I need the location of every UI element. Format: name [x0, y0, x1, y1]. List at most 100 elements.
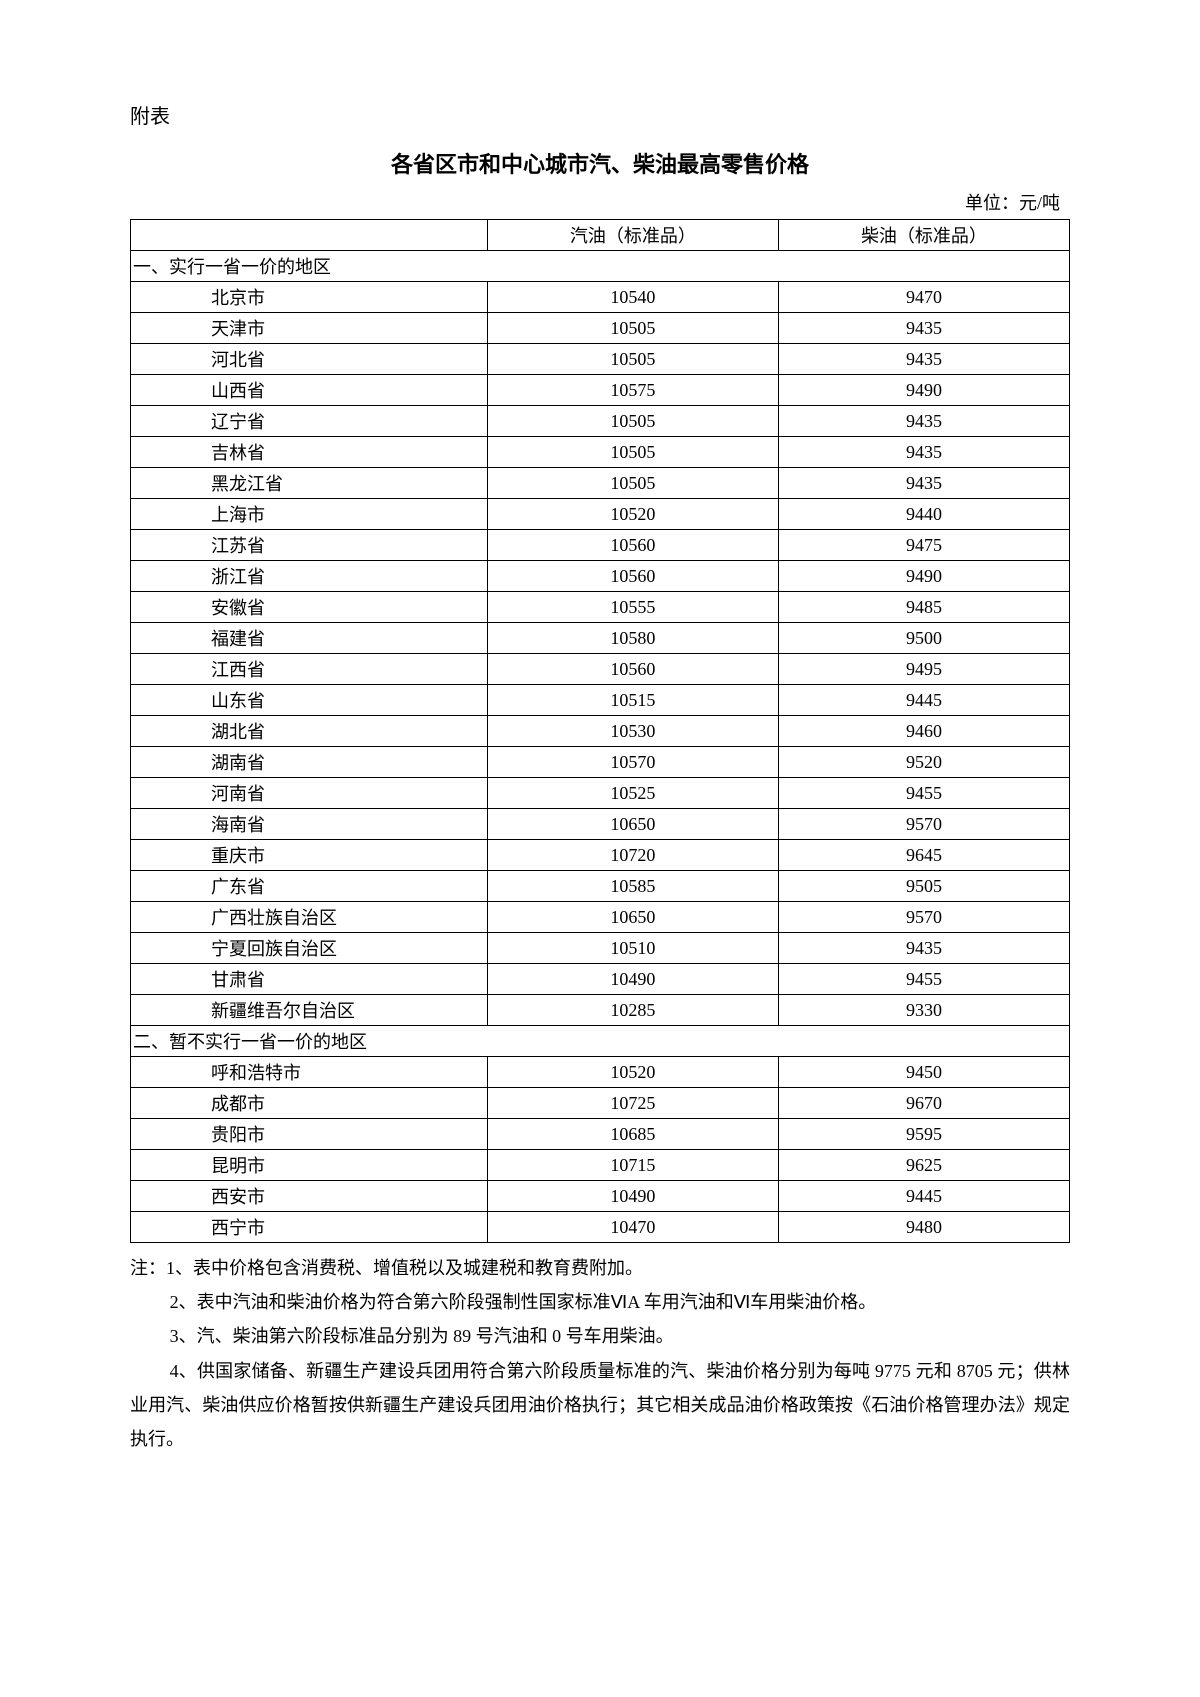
table-row: 浙江省105609490 — [131, 561, 1070, 592]
region-cell: 甘肃省 — [131, 964, 488, 995]
table-row: 昆明市107159625 — [131, 1150, 1070, 1181]
table-row: 山西省105759490 — [131, 375, 1070, 406]
gasoline-cell: 10505 — [487, 313, 778, 344]
diesel-cell: 9445 — [778, 685, 1069, 716]
table-row: 甘肃省104909455 — [131, 964, 1070, 995]
diesel-cell: 9440 — [778, 499, 1069, 530]
table-row: 西宁市104709480 — [131, 1212, 1070, 1243]
table-row: 吉林省105059435 — [131, 437, 1070, 468]
table-row: 天津市105059435 — [131, 313, 1070, 344]
region-cell: 广东省 — [131, 871, 488, 902]
table-row: 江西省105609495 — [131, 654, 1070, 685]
table-row: 成都市107259670 — [131, 1088, 1070, 1119]
diesel-cell: 9435 — [778, 468, 1069, 499]
gasoline-cell: 10555 — [487, 592, 778, 623]
gasoline-cell: 10585 — [487, 871, 778, 902]
diesel-cell: 9485 — [778, 592, 1069, 623]
diesel-cell: 9505 — [778, 871, 1069, 902]
diesel-cell: 9495 — [778, 654, 1069, 685]
region-cell: 福建省 — [131, 623, 488, 654]
note-3: 3、汽、柴油第六阶段标准品分别为 89 号汽油和 0 号车用柴油。 — [130, 1319, 1070, 1353]
region-cell: 上海市 — [131, 499, 488, 530]
gasoline-cell: 10505 — [487, 468, 778, 499]
page-title: 各省区市和中心城市汽、柴油最高零售价格 — [130, 147, 1070, 179]
diesel-cell: 9470 — [778, 282, 1069, 313]
section-label: 一、实行一省一价的地区 — [131, 251, 1070, 282]
table-row: 河南省105259455 — [131, 778, 1070, 809]
gasoline-cell: 10515 — [487, 685, 778, 716]
diesel-cell: 9520 — [778, 747, 1069, 778]
diesel-cell: 9595 — [778, 1119, 1069, 1150]
note-1: 注：1、表中价格包含消费税、增值税以及城建税和教育费附加。 — [130, 1251, 1070, 1285]
gasoline-cell: 10725 — [487, 1088, 778, 1119]
diesel-cell: 9490 — [778, 375, 1069, 406]
gasoline-cell: 10720 — [487, 840, 778, 871]
region-cell: 贵阳市 — [131, 1119, 488, 1150]
diesel-cell: 9435 — [778, 313, 1069, 344]
table-row: 湖南省105709520 — [131, 747, 1070, 778]
table-row: 黑龙江省105059435 — [131, 468, 1070, 499]
table-row: 呼和浩特市105209450 — [131, 1057, 1070, 1088]
gasoline-cell: 10715 — [487, 1150, 778, 1181]
table-row: 湖北省105309460 — [131, 716, 1070, 747]
region-cell: 河南省 — [131, 778, 488, 809]
notes-block: 注：1、表中价格包含消费税、增值税以及城建税和教育费附加。 2、表中汽油和柴油价… — [130, 1251, 1070, 1456]
col-header-gasoline: 汽油（标准品） — [487, 220, 778, 251]
gasoline-cell: 10685 — [487, 1119, 778, 1150]
table-row: 重庆市107209645 — [131, 840, 1070, 871]
price-table: 汽油（标准品） 柴油（标准品） 一、实行一省一价的地区北京市105409470天… — [130, 219, 1070, 1243]
section-header-row: 一、实行一省一价的地区 — [131, 251, 1070, 282]
region-cell: 吉林省 — [131, 437, 488, 468]
region-cell: 广西壮族自治区 — [131, 902, 488, 933]
table-row: 上海市105209440 — [131, 499, 1070, 530]
table-row: 西安市104909445 — [131, 1181, 1070, 1212]
table-row: 山东省105159445 — [131, 685, 1070, 716]
diesel-cell: 9455 — [778, 778, 1069, 809]
gasoline-cell: 10560 — [487, 530, 778, 561]
table-row: 海南省106509570 — [131, 809, 1070, 840]
region-cell: 湖南省 — [131, 747, 488, 778]
region-cell: 海南省 — [131, 809, 488, 840]
region-cell: 宁夏回族自治区 — [131, 933, 488, 964]
region-cell: 天津市 — [131, 313, 488, 344]
gasoline-cell: 10520 — [487, 1057, 778, 1088]
table-row: 福建省105809500 — [131, 623, 1070, 654]
region-cell: 北京市 — [131, 282, 488, 313]
gasoline-cell: 10530 — [487, 716, 778, 747]
gasoline-cell: 10560 — [487, 561, 778, 592]
table-row: 辽宁省105059435 — [131, 406, 1070, 437]
gasoline-cell: 10505 — [487, 437, 778, 468]
diesel-cell: 9475 — [778, 530, 1069, 561]
region-cell: 浙江省 — [131, 561, 488, 592]
diesel-cell: 9570 — [778, 809, 1069, 840]
gasoline-cell: 10490 — [487, 964, 778, 995]
region-cell: 西安市 — [131, 1181, 488, 1212]
gasoline-cell: 10285 — [487, 995, 778, 1026]
region-cell: 山西省 — [131, 375, 488, 406]
region-cell: 江西省 — [131, 654, 488, 685]
region-cell: 重庆市 — [131, 840, 488, 871]
table-row: 贵阳市106859595 — [131, 1119, 1070, 1150]
diesel-cell: 9330 — [778, 995, 1069, 1026]
region-cell: 江苏省 — [131, 530, 488, 561]
region-cell: 山东省 — [131, 685, 488, 716]
gasoline-cell: 10470 — [487, 1212, 778, 1243]
note-2: 2、表中汽油和柴油价格为符合第六阶段强制性国家标准ⅥA 车用汽油和Ⅵ车用柴油价格… — [130, 1285, 1070, 1319]
gasoline-cell: 10570 — [487, 747, 778, 778]
region-cell: 新疆维吾尔自治区 — [131, 995, 488, 1026]
gasoline-cell: 10580 — [487, 623, 778, 654]
diesel-cell: 9435 — [778, 406, 1069, 437]
gasoline-cell: 10520 — [487, 499, 778, 530]
table-row: 江苏省105609475 — [131, 530, 1070, 561]
table-row: 安徽省105559485 — [131, 592, 1070, 623]
diesel-cell: 9645 — [778, 840, 1069, 871]
region-cell: 成都市 — [131, 1088, 488, 1119]
note-4: 4、供国家储备、新疆生产建设兵团用符合第六阶段质量标准的汽、柴油价格分别为每吨 … — [130, 1354, 1070, 1457]
diesel-cell: 9450 — [778, 1057, 1069, 1088]
diesel-cell: 9435 — [778, 344, 1069, 375]
region-cell: 西宁市 — [131, 1212, 488, 1243]
attachment-label: 附表 — [130, 100, 1070, 129]
diesel-cell: 9455 — [778, 964, 1069, 995]
diesel-cell: 9480 — [778, 1212, 1069, 1243]
gasoline-cell: 10575 — [487, 375, 778, 406]
